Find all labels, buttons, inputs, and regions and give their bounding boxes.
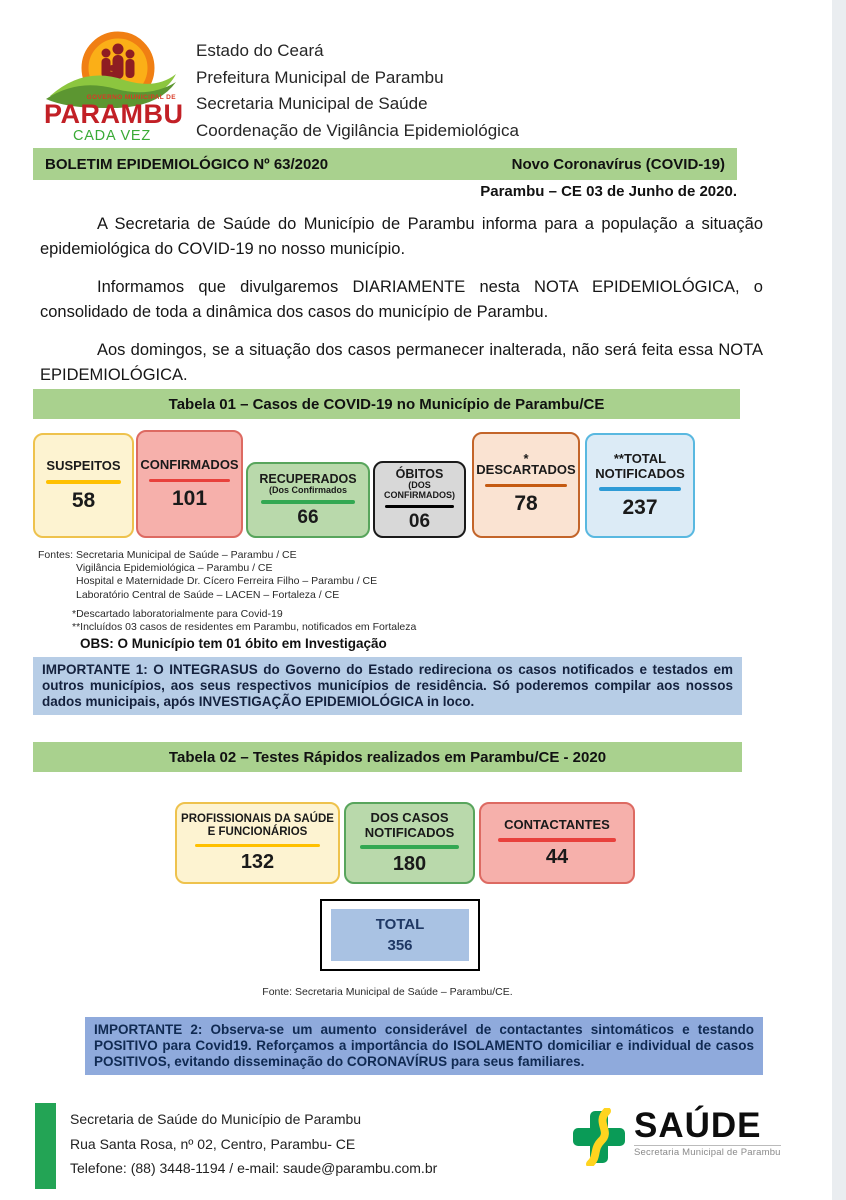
parambu-logo: GOVERNO MUNICIPAL DE PARAMBU CADA VEZ ME… [44,26,184,163]
org-line-prefeitura: Prefeitura Municipal de Parambu [196,67,444,87]
saude-subtitle: Secretaria Municipal de Parambu [634,1145,781,1158]
saude-title: SAÚDE [634,1106,762,1145]
card-rule [149,478,230,482]
footnotes: *Descartado laboratorialmente para Covid… [72,608,416,634]
card-total-notificados: **TOTAL NOTIFICADOS 237 [585,433,695,538]
source-line: Secretaria Municipal de Saúde – Parambu … [76,549,297,561]
saude-logo-text: SAÚDE Secretaria Municipal de Parambu [634,1108,781,1158]
sources-block: Fontes: Secretaria Municipal de Saúde – … [38,549,416,652]
card-label: DESCARTADOS [476,461,576,477]
paragraph-1: A Secretaria de Saúde do Município de Pa… [40,215,763,258]
total-inner: TOTAL 356 [331,909,469,961]
footnote-line: *Descartado laboratorialmente para Covid… [72,607,283,620]
card-rule [359,845,460,849]
card-value: 66 [297,506,319,528]
bulletin-subject: Novo Coronavírus (COVID-19) [511,155,725,173]
important-note-2: IMPORTANTE 2: Observa-se um aumento cons… [85,1017,763,1075]
bulletin-title-bar: BOLETIM EPIDEMIOLÓGICO Nº 63/2020 Novo C… [33,148,737,180]
card-label: SUSPEITOS [46,458,121,474]
card-value: 44 [545,845,569,868]
card-suspeitos: SUSPEITOS 58 [33,433,134,538]
card-value: 78 [514,492,538,515]
footer-green-bar [35,1103,56,1189]
org-line-coordenacao: Coordenação de Vigilância Epidemiológica [196,120,519,140]
obs-line: OBS: O Município tem 01 óbito em Investi… [80,636,387,652]
footer-line-phone-email: Telefone: (88) 3448-1194 / e-mail: saude… [70,1160,438,1176]
table2-title: Tabela 02 – Testes Rápidos realizados em… [168,748,607,766]
scan-edge [832,0,846,1200]
card-sublabel: (DOS CONFIRMADOS) [384,480,455,501]
card-label: PROFISSIONAIS DA SAÚDE E FUNCIONÁRIOS [181,812,334,838]
table1-title: Tabela 01 – Casos de COVID-19 no Municíp… [168,395,605,413]
card-label: CONFIRMADOS [140,456,239,472]
card-rule [194,843,321,848]
card-casos-notificados: DOS CASOS NOTIFICADOS 180 [344,802,475,884]
table1-title-bar: Tabela 01 – Casos de COVID-19 no Municíp… [33,389,740,419]
card-rule [598,487,682,491]
table2-source: Fonte: Secretaria Municipal de Saúde – P… [262,986,513,998]
card-recuperados: RECUPERADOS (Dos Confirmados 66 [246,462,370,538]
logo-name: PARAMBU [44,99,184,129]
org-line-state: Estado do Ceará [196,41,324,60]
total-box: TOTAL 356 [320,899,480,971]
logo-gov-line: GOVERNO MUNICIPAL DE [86,94,176,101]
card-value: 132 [240,851,275,874]
intro-paragraphs: A Secretaria de Saúde do Município de Pa… [40,212,763,401]
card-label: ÓBITOS [395,467,444,482]
footer-line-address: Rua Santa Rosa, nº 02, Centro, Parambu- … [70,1135,356,1152]
card-value: 58 [71,488,96,512]
sources-list: Secretaria Municipal de Saúde – Parambu … [76,549,377,602]
card-profissionais: PROFISSIONAIS DA SAÚDE E FUNCIONÁRIOS 13… [175,802,340,884]
important-note-1: IMPORTANTE 1: O INTEGRASUS do Governo do… [33,657,742,715]
card-rule [384,504,455,508]
card-value: 101 [171,487,208,510]
card-rule [261,500,355,504]
sources-label: Fontes: [38,549,74,561]
paragraph-3: Aos domingos, se a situação dos casos pe… [40,341,763,384]
card-asterisk: * [523,450,529,466]
parambu-sun-hill-icon [46,31,176,108]
card-contactantes: CONTACTANTES 44 [479,802,635,884]
card-value: 237 [622,495,658,519]
card-confirmados: CONFIRMADOS 101 [136,430,243,538]
card-rule [45,480,122,484]
card-label: DOS CASOS NOTIFICADOS [364,810,455,840]
source-line: Laboratório Central de Saúde – LACEN – F… [76,588,340,601]
saude-logo: SAÚDE Secretaria Municipal de Parambu [570,1108,781,1166]
bulletin-number: BOLETIM EPIDEMIOLÓGICO Nº 63/2020 [45,155,329,173]
source-line: Hospital e Maternidade Dr. Cícero Ferrei… [76,575,378,588]
card-value: 06 [408,510,431,532]
card-label: **TOTAL NOTIFICADOS [595,451,685,481]
card-label: CONTACTANTES [504,817,610,833]
source-line: Vigilância Epidemiológica – Parambu / CE [76,562,273,575]
card-obitos: ÓBITOS (DOS CONFIRMADOS) 06 [373,461,466,538]
org-line-secretaria: Secretaria Municipal de Saúde [196,94,428,113]
card-label: RECUPERADOS [259,472,357,487]
footnote-line: **Incluídos 03 casos de residentes em Pa… [72,621,417,634]
org-header: Estado do Ceará Prefeitura Municipal de … [196,38,519,144]
card-sublabel: (Dos Confirmados [268,485,347,496]
card-rule [497,838,617,842]
total-value: 356 [387,937,413,954]
total-label: TOTAL [375,916,425,933]
card-value: 180 [392,852,427,875]
saude-cross-icon [573,1108,625,1166]
date-line: Parambu – CE 03 de Junho de 2020. [480,183,737,200]
card-descartados: * DESCARTADOS 78 [472,432,580,538]
table2-title-bar: Tabela 02 – Testes Rápidos realizados em… [33,742,742,772]
footer-line-org: Secretaria de Saúde do Município de Para… [70,1111,362,1127]
paragraph-2: Informamos que divulgaremos DIARIAMENTE … [40,278,763,321]
card-rule [485,483,567,487]
footer-contact: Secretaria de Saúde do Município de Para… [70,1107,437,1181]
